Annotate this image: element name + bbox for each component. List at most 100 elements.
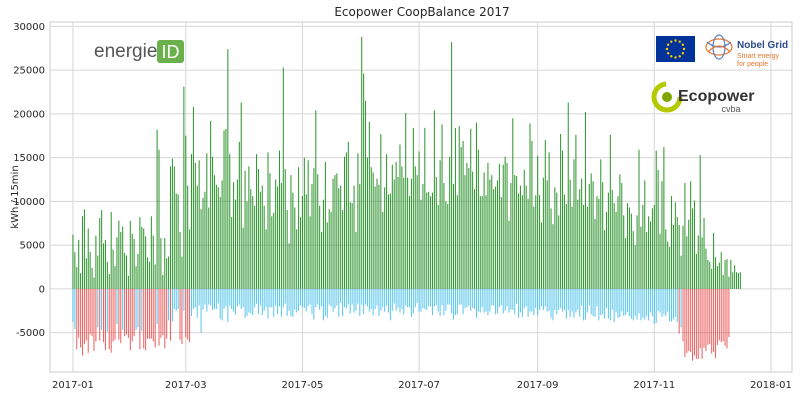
- bar-surplus: [693, 200, 695, 289]
- bar-surplus: [401, 166, 403, 289]
- bar-deficit: [546, 288, 548, 312]
- bar-surplus: [256, 154, 258, 289]
- bar-deficit: [395, 288, 397, 311]
- bar-surplus: [410, 178, 412, 289]
- bar-surplus: [166, 258, 168, 289]
- bar-surplus: [198, 160, 200, 289]
- bar-deficit: [108, 288, 110, 350]
- bar-surplus: [605, 211, 608, 289]
- bar-surplus: [560, 134, 562, 289]
- bar-deficit: [257, 288, 259, 315]
- bar-surplus: [690, 181, 692, 289]
- bar-surplus: [588, 183, 590, 289]
- bar-surplus: [426, 192, 428, 289]
- bar-deficit: [481, 288, 483, 308]
- eu-star: [666, 43, 670, 46]
- bar-deficit: [426, 288, 428, 310]
- bar-surplus: [418, 151, 420, 289]
- bar-deficit: [284, 288, 286, 304]
- bar-surplus: [604, 230, 606, 289]
- bar-surplus: [734, 265, 736, 289]
- bar-surplus: [500, 197, 502, 289]
- bar-deficit: [422, 288, 424, 309]
- bar-surplus: [221, 180, 223, 289]
- bar-deficit: [101, 288, 103, 331]
- bar-surplus: [234, 199, 237, 289]
- bar-deficit: [311, 288, 313, 315]
- bar-surplus: [644, 180, 646, 289]
- bar-surplus: [583, 204, 585, 289]
- bar-deficit: [573, 288, 575, 318]
- bar-surplus: [707, 260, 709, 289]
- bar-deficit: [399, 288, 401, 313]
- bar-surplus: [160, 238, 162, 289]
- bar-surplus: [244, 170, 246, 289]
- bar-surplus: [290, 175, 292, 289]
- bar-deficit: [340, 288, 342, 303]
- bar-deficit: [657, 288, 659, 311]
- bar-surplus: [487, 162, 489, 289]
- bar-surplus: [317, 174, 319, 289]
- bar-deficit: [217, 288, 219, 304]
- bar-surplus: [204, 191, 206, 289]
- bar-deficit: [156, 288, 158, 324]
- bar-surplus: [491, 175, 493, 289]
- bar-surplus: [684, 183, 686, 289]
- bar-surplus: [81, 216, 84, 289]
- bar-surplus: [189, 229, 191, 289]
- bar-surplus: [445, 201, 447, 289]
- bar-surplus: [726, 259, 728, 289]
- bar-surplus: [594, 218, 596, 289]
- bar-surplus: [89, 252, 91, 289]
- bar-deficit: [709, 288, 711, 345]
- bar-surplus: [581, 178, 583, 289]
- bar-surplus: [196, 185, 198, 289]
- bar-deficit: [718, 288, 720, 341]
- bar-deficit: [223, 288, 225, 310]
- bar-surplus: [640, 226, 642, 289]
- bar-surplus: [447, 204, 449, 289]
- bar-surplus: [273, 212, 275, 289]
- bar-deficit: [393, 288, 395, 304]
- bars: [72, 36, 741, 361]
- bar-surplus: [722, 274, 724, 289]
- y-tick-label: 0: [39, 284, 45, 295]
- bar-deficit: [81, 288, 84, 356]
- bar-surplus: [695, 253, 697, 289]
- bar-surplus: [512, 118, 514, 289]
- bar-deficit: [640, 288, 642, 321]
- bar-deficit: [334, 288, 336, 309]
- bar-deficit: [435, 288, 437, 306]
- bar-surplus: [378, 184, 380, 289]
- bar-surplus: [542, 177, 544, 289]
- bar-surplus: [556, 192, 558, 289]
- bar-surplus: [192, 106, 194, 289]
- bar-surplus: [169, 166, 171, 289]
- bar-surplus: [202, 197, 204, 289]
- bar-deficit: [196, 288, 198, 318]
- bar-deficit: [303, 288, 305, 309]
- bar-deficit: [529, 288, 531, 312]
- bar-surplus: [261, 185, 263, 289]
- bar-deficit: [567, 288, 569, 310]
- bar-deficit: [596, 288, 598, 307]
- bar-surplus: [617, 196, 619, 289]
- bar-surplus: [435, 176, 437, 289]
- bar-deficit: [233, 288, 235, 312]
- bar-deficit: [208, 288, 210, 305]
- bar-deficit: [345, 288, 347, 309]
- bar-deficit: [376, 288, 378, 306]
- eu-star: [666, 52, 670, 55]
- bar-surplus: [330, 211, 332, 289]
- bar-deficit: [485, 288, 487, 312]
- bar-surplus: [552, 224, 554, 289]
- nobelgrid-name: Nobel Grid: [737, 40, 788, 51]
- bar-deficit: [472, 288, 474, 309]
- bar-deficit: [672, 288, 674, 320]
- eu-star: [678, 40, 681, 43]
- bar-surplus: [714, 257, 717, 289]
- bar-surplus: [414, 166, 416, 289]
- eu-star: [674, 39, 677, 42]
- bar-surplus: [80, 273, 82, 289]
- bar-deficit: [697, 288, 699, 359]
